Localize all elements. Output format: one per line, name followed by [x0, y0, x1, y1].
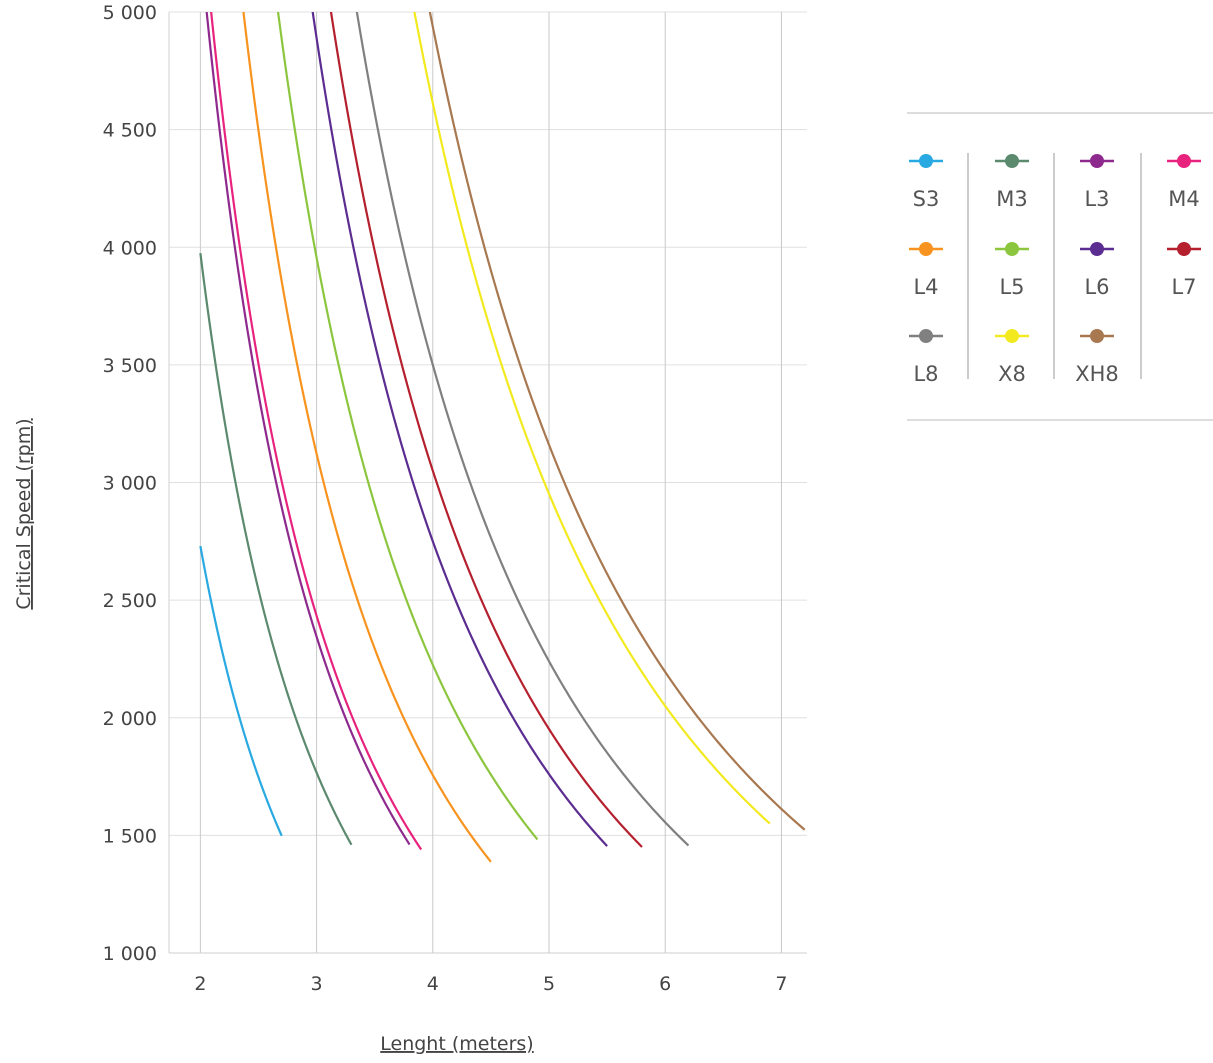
y-tick-label: 1 000 [103, 943, 157, 965]
legend-marker-m3 [1005, 154, 1019, 168]
series-lines [199, 12, 806, 863]
legend-label-s3: S3 [913, 187, 940, 211]
y-tick-label: 2 000 [103, 708, 157, 730]
legend-marker-xh8 [1090, 329, 1104, 343]
legend-label-l5: L5 [999, 275, 1024, 299]
legend-label-m4: M4 [1168, 187, 1199, 211]
legend-marker-l3 [1090, 154, 1104, 168]
legend-marker-x8 [1005, 329, 1019, 343]
x-tick-label: 7 [775, 973, 787, 995]
y-tick-label: 2 500 [103, 590, 157, 612]
x-tick-label: 5 [543, 973, 555, 995]
y-axis-title: Critical Speed (rpm) [13, 418, 35, 609]
x-tick-label: 2 [194, 973, 206, 995]
series-line-l6 [311, 12, 608, 847]
legend-label-l3: L3 [1084, 187, 1109, 211]
legend-marker-l4 [919, 242, 933, 256]
legend-marker-l6 [1090, 242, 1104, 256]
legend-label-l8: L8 [913, 362, 938, 386]
series-line-l4 [242, 12, 492, 863]
legend-marker-l7 [1177, 242, 1191, 256]
y-axis: 1 000 1 500 2 000 2 500 3 000 3 500 4 000 4 500… [103, 2, 157, 965]
y-tick-label: 1 500 [103, 825, 157, 847]
legend-label-x8: X8 [998, 362, 1026, 386]
legend-label-l7: L7 [1171, 275, 1196, 299]
x-tick-label: 3 [311, 973, 323, 995]
y-tick-label: 5 000 [103, 2, 157, 24]
y-tick-label: 4 500 [103, 120, 157, 142]
x-tick-label: 4 [427, 973, 439, 995]
legend-label-m3: M3 [996, 187, 1027, 211]
y-tick-label: 3 500 [103, 355, 157, 377]
legend-label-xh8: XH8 [1075, 362, 1119, 386]
x-axis-title: Lenght (meters) [380, 1033, 533, 1055]
series-line-s3 [199, 545, 283, 837]
x-axis: 2 3 4 5 6 7 [194, 973, 787, 995]
legend: S3 M3 L3 M4 L4 L5 L6 L7 L8 X8 XH8 [907, 112, 1213, 421]
series-line-x8 [413, 12, 771, 825]
x-tick-label: 6 [659, 973, 671, 995]
legend-marker-s3 [919, 154, 933, 168]
series-line-m3 [199, 252, 353, 846]
series-line-xh8 [428, 12, 806, 831]
y-tick-label: 4 000 [103, 237, 157, 259]
legend-marker-l8 [919, 329, 933, 343]
series-line-l3 [205, 12, 411, 846]
series-line-l5 [276, 12, 539, 841]
legend-marker-l5 [1005, 242, 1019, 256]
legend-label-l4: L4 [913, 275, 938, 299]
legend-label-l6: L6 [1084, 275, 1109, 299]
series-line-l7 [329, 12, 643, 848]
series-line-m4 [210, 12, 423, 851]
grid [168, 11, 807, 954]
series-line-l8 [355, 12, 690, 847]
y-tick-label: 3 000 [103, 473, 157, 495]
legend-marker-m4 [1177, 154, 1191, 168]
